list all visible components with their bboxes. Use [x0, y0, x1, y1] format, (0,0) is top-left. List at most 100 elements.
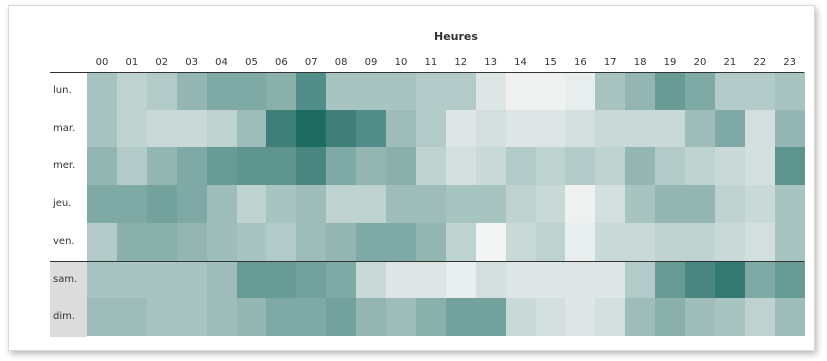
heatmap-cell [535, 72, 566, 110]
hour-label-17: 17 [603, 57, 617, 68]
heatmap-cell [236, 147, 267, 186]
heatmap-cell [595, 109, 626, 148]
hour-label-11: 11 [424, 57, 438, 68]
heatmap-cell [415, 298, 446, 337]
heatmap-cell [386, 109, 416, 148]
heatmap-cell [475, 222, 506, 261]
heatmap-cell [475, 109, 506, 148]
heatmap-cell [206, 147, 237, 186]
heatmap-cell [146, 72, 177, 110]
heatmap-cell [535, 109, 566, 148]
heatmap-cell [625, 109, 656, 148]
heatmap-cell [266, 298, 297, 337]
heatmap-cell [206, 109, 237, 148]
day-label: ven. [53, 235, 75, 247]
day-label: mar. [53, 122, 76, 134]
heatmap-cell [595, 260, 626, 299]
heatmap-cell [176, 109, 207, 148]
heatmap-cell [744, 72, 775, 110]
heatmap-cell [774, 260, 805, 299]
heatmap-cell [87, 147, 117, 186]
heatmap-cell [326, 222, 357, 261]
hour-label-08: 08 [334, 57, 348, 68]
day-label: dim. [53, 311, 76, 323]
heatmap-cell [236, 72, 267, 110]
heatmap-cell [505, 298, 536, 337]
heatmap-cell [714, 147, 745, 186]
heatmap-cell [415, 185, 446, 224]
heatmap-cell [505, 222, 536, 261]
hour-label-15: 15 [544, 57, 557, 68]
heatmap-cell [146, 260, 177, 299]
heatmap-cell [146, 109, 177, 148]
heatmap-cell [445, 109, 476, 148]
heatmap-cell [744, 109, 775, 148]
heatmap-cell [266, 72, 297, 110]
heatmap-cell [625, 222, 656, 261]
hour-label-18: 18 [633, 57, 647, 68]
hour-label-03: 03 [185, 57, 198, 68]
heatmap-cell [326, 72, 357, 110]
hour-label-09: 09 [364, 57, 378, 68]
heatmap-cell [625, 260, 656, 299]
heatmap-cell [236, 109, 267, 148]
heatmap-cell [655, 147, 686, 186]
heatmap-cell [176, 185, 207, 224]
hour-label-00: 00 [95, 57, 109, 68]
heatmap-cell [386, 298, 416, 337]
heatmap-cell [356, 298, 387, 337]
heatmap-cell [655, 222, 686, 261]
heatmap-cell [475, 260, 506, 299]
hour-label-01: 01 [125, 57, 139, 68]
heatmap-cell [565, 222, 596, 261]
heatmap-cell [326, 260, 357, 299]
heatmap-cell [266, 109, 297, 148]
heatmap-cell [445, 222, 476, 261]
hour-label-06: 06 [274, 57, 288, 68]
heatmap-cell [87, 72, 117, 110]
heatmap-cell [415, 260, 446, 299]
hour-label-05: 05 [245, 57, 258, 68]
heatmap-cell [655, 109, 686, 148]
heatmap-cell [87, 298, 117, 337]
heatmap-cell [296, 109, 327, 148]
heatmap-cell [685, 109, 715, 148]
heatmap-cell [415, 72, 446, 110]
heatmap-cell [356, 260, 387, 299]
heatmap-cell [236, 260, 267, 299]
hour-label-21: 21 [723, 57, 737, 68]
heatmap-cell [744, 298, 775, 337]
heatmap-cell [386, 72, 416, 110]
heatmap-cell [744, 147, 775, 186]
heatmap-cell [625, 185, 656, 224]
chart-title: Heures [434, 30, 478, 43]
heatmap-cell [296, 298, 327, 337]
heatmap-cell [236, 185, 267, 224]
heatmap-cell [206, 185, 237, 224]
heatmap-cell [505, 72, 536, 110]
heatmap-cell [266, 185, 297, 224]
heatmap-cell [565, 298, 596, 337]
heatmap-cell [535, 260, 566, 299]
heatmap-cell [176, 72, 207, 110]
heatmap-cell [774, 109, 805, 148]
heatmap-cell [505, 185, 536, 224]
heatmap-cell [87, 185, 117, 224]
heatmap-cell [595, 185, 626, 224]
heatmap-cell [116, 222, 147, 261]
heatmap-cell [415, 147, 446, 186]
heatmap-cell [356, 147, 387, 186]
hour-label-20: 20 [693, 57, 707, 68]
heatmap-cell [655, 72, 686, 110]
heatmap-cell [714, 185, 745, 224]
hour-label-07: 07 [304, 57, 318, 68]
heatmap-cell [146, 222, 177, 261]
heatmap-cell [176, 260, 207, 299]
day-label: mer. [53, 160, 76, 172]
heatmap-cell [356, 72, 387, 110]
day-label: jeu. [53, 198, 72, 210]
heatmap-cell [116, 109, 147, 148]
hour-label-16: 16 [573, 57, 587, 68]
heatmap-cell [87, 222, 117, 261]
heatmap-cell [595, 298, 626, 337]
